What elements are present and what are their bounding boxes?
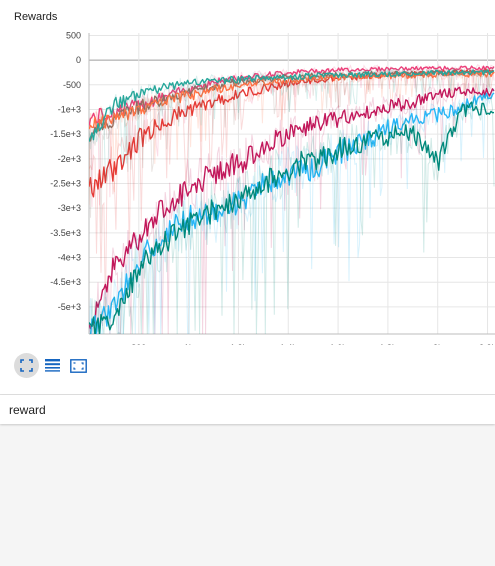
series-line <box>89 101 495 334</box>
series-line <box>89 69 495 142</box>
chart-card: Rewards 500 0 -500 -1e+3 -1.5e+3 -2e+3 -2.5e+3… <box>0 0 495 378</box>
chart-toolbar <box>14 353 94 378</box>
x-tick-label: 2.2k <box>479 343 495 345</box>
tag-group-row[interactable]: reward <box>0 395 495 424</box>
x-tick-label: 1k <box>184 343 194 345</box>
chart-plot[interactable]: 500 0 -500 -1e+3 -1.5e+3 -2e+3 -2.5e+3 -3e+3 -3.… <box>0 0 495 345</box>
tag-group-label: reward <box>9 403 46 417</box>
x-tick-label: 800 <box>131 343 146 345</box>
expand-icon <box>20 359 33 372</box>
y-tick-label: -1e+3 <box>58 104 81 114</box>
series-line <box>89 71 495 131</box>
y-tick-label: -3.5e+3 <box>50 228 81 238</box>
series-raw-line <box>89 82 495 334</box>
fit-to-data-button[interactable] <box>14 353 39 378</box>
chart-title: Rewards <box>14 11 58 23</box>
divider <box>0 394 495 395</box>
x-tick-label: 1.6k <box>330 343 348 345</box>
x-tick-label: 2k <box>433 343 443 345</box>
y-tick-label: -3e+3 <box>58 203 81 213</box>
x-tick-label: 1.8k <box>379 343 397 345</box>
fit-domain-button[interactable] <box>66 353 91 378</box>
y-tick-label: -2.5e+3 <box>50 179 81 189</box>
x-tick-label: 1.4k <box>280 343 298 345</box>
y-tick-label: -1.5e+3 <box>50 129 81 139</box>
y-tick-label: -4.5e+3 <box>50 277 81 287</box>
y-tick-label: 500 <box>66 30 81 40</box>
y-tick-label: -5e+3 <box>58 302 81 312</box>
list-icon <box>45 359 60 372</box>
x-tick-label: 1.2k <box>230 343 248 345</box>
y-tick-label: -2e+3 <box>58 154 81 164</box>
series-line <box>89 86 495 330</box>
series-line <box>89 92 495 334</box>
y-tick-label: -500 <box>63 80 81 90</box>
y-tick-label: -4e+3 <box>58 253 81 263</box>
series-raw-line <box>89 67 495 182</box>
fit-box-icon <box>70 358 87 373</box>
y-tick-label: 0 <box>76 55 81 65</box>
toggle-log-scale-button[interactable] <box>40 353 65 378</box>
